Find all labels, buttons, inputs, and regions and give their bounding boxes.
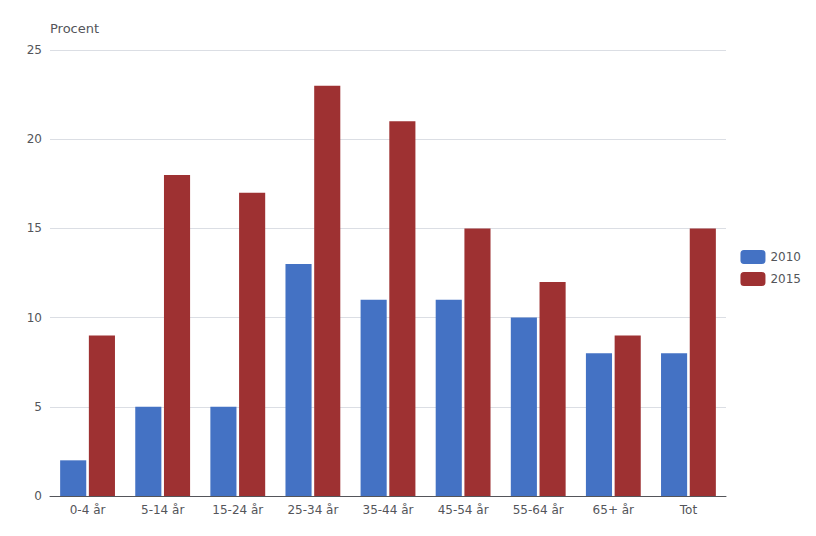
svg-text:55-64 år: 55-64 år — [513, 503, 564, 517]
svg-text:20: 20 — [27, 132, 42, 146]
svg-text:10: 10 — [27, 311, 42, 325]
svg-text:45-54 år: 45-54 år — [438, 503, 489, 517]
svg-text:35-44 år: 35-44 år — [363, 503, 414, 517]
svg-text:5-14 år: 5-14 år — [141, 503, 184, 517]
svg-text:5: 5 — [34, 400, 42, 414]
svg-text:15-24 år: 15-24 år — [212, 503, 263, 517]
svg-text:25: 25 — [27, 43, 42, 57]
svg-text:2015: 2015 — [770, 272, 801, 286]
svg-text:Tot: Tot — [679, 503, 698, 517]
svg-text:0-4 år: 0-4 år — [70, 503, 106, 517]
svg-text:25-34 år: 25-34 år — [287, 503, 338, 517]
svg-text:0: 0 — [34, 489, 42, 503]
svg-text:2010: 2010 — [770, 250, 801, 264]
svg-text:15: 15 — [27, 221, 42, 235]
svg-text:65+ år: 65+ år — [593, 503, 634, 517]
svg-text:Procent: Procent — [50, 21, 99, 36]
